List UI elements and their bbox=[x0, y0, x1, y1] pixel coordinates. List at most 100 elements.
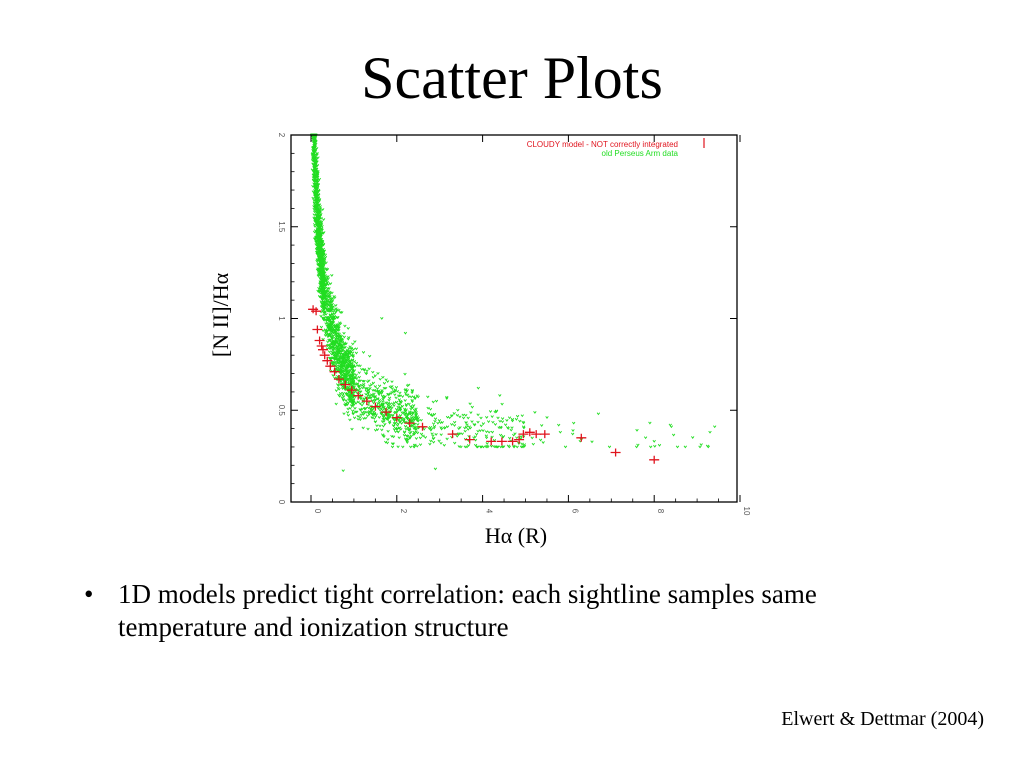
perseus-data-point bbox=[361, 351, 366, 354]
perseus-data-point bbox=[326, 329, 330, 332]
axis-ticks: 0 2 4 6 8 10 0 0.5 1 1.5 2 bbox=[277, 133, 751, 516]
perseus-data-point bbox=[439, 426, 443, 430]
perseus-data-point bbox=[347, 390, 351, 394]
cloudy-model-point bbox=[447, 430, 458, 439]
perseus-data-point bbox=[338, 346, 342, 350]
perseus-data-point bbox=[349, 365, 353, 369]
perseus-data-point bbox=[393, 430, 398, 434]
perseus-data-point bbox=[412, 445, 416, 449]
perseus-data-point bbox=[373, 385, 377, 388]
perseus-data-point bbox=[382, 420, 386, 423]
perseus-data-point bbox=[341, 398, 346, 402]
perseus-data-point bbox=[518, 419, 522, 423]
perseus-data-point bbox=[319, 314, 323, 318]
perseus-data-point bbox=[318, 234, 322, 237]
perseus-data-point bbox=[487, 430, 491, 434]
perseus-data-point bbox=[361, 426, 365, 430]
perseus-data-point bbox=[493, 423, 498, 426]
perseus-data-point bbox=[360, 367, 364, 371]
perseus-data-point bbox=[334, 389, 339, 393]
perseus-data-point bbox=[321, 231, 325, 235]
perseus-data-point bbox=[327, 303, 331, 307]
perseus-data-point bbox=[463, 445, 467, 449]
perseus-data-point bbox=[350, 365, 354, 369]
perseus-data-point bbox=[311, 170, 316, 173]
perseus-data-point bbox=[346, 401, 350, 405]
perseus-data-point bbox=[376, 372, 380, 375]
perseus-data-point bbox=[407, 383, 411, 387]
perseus-data-point bbox=[479, 445, 483, 449]
perseus-data-point bbox=[335, 316, 339, 319]
perseus-data-point bbox=[545, 416, 549, 419]
perseus-data-point bbox=[315, 175, 319, 179]
perseus-data-point bbox=[344, 392, 349, 396]
perseus-data-point bbox=[431, 422, 436, 426]
perseus-data-point bbox=[331, 341, 336, 345]
perseus-data-point bbox=[390, 442, 395, 446]
perseus-data-point bbox=[353, 406, 357, 410]
perseus-data-point bbox=[409, 395, 413, 399]
perseus-data-point bbox=[311, 196, 315, 200]
perseus-data-point bbox=[466, 444, 471, 447]
perseus-data-point bbox=[314, 194, 318, 198]
perseus-data-point bbox=[341, 469, 345, 473]
perseus-data-point bbox=[385, 441, 390, 445]
perseus-data-point bbox=[381, 400, 385, 403]
perseus-data-point bbox=[453, 441, 457, 445]
perseus-data-point bbox=[387, 398, 391, 402]
perseus-data-point bbox=[490, 430, 495, 434]
perseus-data-point bbox=[351, 381, 355, 385]
perseus-data-point bbox=[334, 340, 338, 344]
perseus-data-point bbox=[366, 388, 370, 392]
perseus-data-point bbox=[351, 409, 355, 413]
perseus-data-point bbox=[315, 223, 319, 227]
perseus-data-point bbox=[403, 391, 408, 395]
perseus-data-point bbox=[404, 427, 408, 431]
perseus-data-point bbox=[431, 440, 436, 444]
perseus-data-point bbox=[691, 436, 695, 439]
perseus-data-point bbox=[476, 429, 480, 433]
perseus-data-point bbox=[353, 365, 357, 368]
perseus-data-point bbox=[319, 220, 323, 224]
perseus-data-point bbox=[399, 400, 403, 404]
perseus-data-point bbox=[324, 312, 328, 316]
perseus-data-point bbox=[352, 369, 356, 373]
perseus-data-point bbox=[396, 405, 400, 409]
perseus-data-point bbox=[538, 438, 543, 442]
perseus-data-point bbox=[410, 391, 414, 395]
perseus-data-point bbox=[392, 424, 396, 428]
perseus-data-point bbox=[490, 435, 494, 439]
perseus-data-point bbox=[317, 286, 321, 290]
perseus-data-point bbox=[510, 419, 515, 423]
perseus-data-point bbox=[408, 436, 412, 440]
perseus-data-point bbox=[335, 308, 339, 312]
perseus-data-point bbox=[345, 358, 349, 362]
perseus-data-point bbox=[334, 326, 338, 330]
legend: CLOUDY model - NOT correctly integratedo… bbox=[527, 138, 705, 158]
perseus-data-point bbox=[408, 412, 412, 416]
perseus-data-point bbox=[348, 399, 352, 403]
perseus-data-point bbox=[344, 351, 348, 355]
perseus-data-point bbox=[325, 344, 330, 348]
perseus-data-point bbox=[397, 394, 401, 398]
perseus-data-point bbox=[410, 398, 414, 402]
perseus-data-point bbox=[375, 387, 380, 390]
perseus-data-point bbox=[404, 434, 409, 438]
perseus-data-point bbox=[343, 346, 347, 349]
perseus-data-point bbox=[316, 235, 320, 239]
perseus-data-point bbox=[334, 324, 339, 328]
perseus-data-point bbox=[341, 349, 345, 353]
perseus-data-point bbox=[351, 385, 355, 388]
perseus-data-point bbox=[346, 413, 350, 417]
perseus-data-point bbox=[323, 302, 327, 306]
perseus-data-point bbox=[423, 436, 428, 439]
perseus-data-point bbox=[345, 392, 350, 395]
perseus-data-point bbox=[431, 400, 435, 404]
perseus-data-point bbox=[500, 402, 504, 406]
perseus-data-point bbox=[326, 294, 330, 298]
cloudy-model-point bbox=[610, 448, 621, 457]
perseus-data-point bbox=[375, 424, 379, 428]
perseus-data-point bbox=[390, 406, 394, 410]
perseus-data-point bbox=[316, 206, 320, 210]
perseus-data-point bbox=[390, 390, 394, 394]
